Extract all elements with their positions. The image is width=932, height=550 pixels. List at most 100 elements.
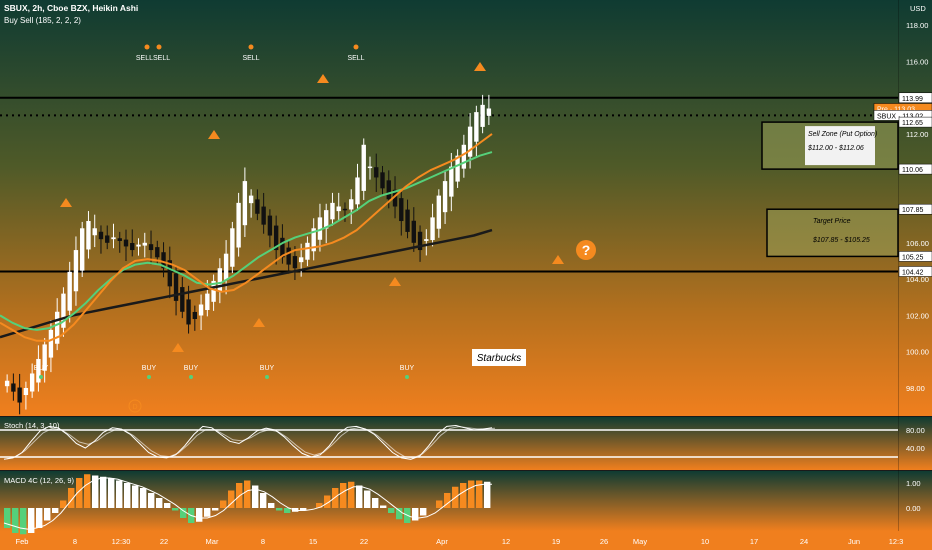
currency-label: USD xyxy=(910,4,926,13)
x-tick-label: Feb xyxy=(16,537,29,546)
x-tick-label: 8 xyxy=(73,537,77,546)
candle-body xyxy=(449,166,454,197)
candle-body xyxy=(261,206,266,225)
question-mark-icon[interactable]: ? xyxy=(576,240,596,260)
candle-body xyxy=(248,195,254,204)
macd-histogram-bar xyxy=(436,500,443,508)
sell-label: SELL xyxy=(347,55,364,62)
price-label-text: 110.06 xyxy=(902,167,923,174)
zone-label-bg xyxy=(805,126,875,166)
candle-body xyxy=(442,181,448,213)
candle-body xyxy=(324,210,329,229)
zone-title: Target Price xyxy=(813,218,851,225)
stoch-label: Stoch (14, 3, 10) xyxy=(4,421,60,430)
macd-histogram-bar xyxy=(284,508,291,513)
ma-mid-line xyxy=(0,151,493,331)
candle-body xyxy=(23,388,29,396)
macd-histogram-bar xyxy=(36,508,43,528)
candle-body xyxy=(130,243,135,251)
sell-dot xyxy=(156,44,162,50)
candle-body xyxy=(117,238,122,241)
candle-body xyxy=(317,217,323,240)
macd-tick: 1.00 xyxy=(906,479,921,488)
x-tick-label: 12:30 xyxy=(112,537,131,546)
candle-body xyxy=(73,250,79,292)
x-tick-label: Mar xyxy=(206,537,219,546)
sell-label: SELLSELL xyxy=(136,55,170,62)
macd-histogram-bar xyxy=(204,508,211,517)
candle-body xyxy=(361,144,366,191)
sell-triangle xyxy=(208,130,220,139)
price-label-box xyxy=(898,266,932,277)
macd-histogram-bar xyxy=(316,503,323,508)
x-tick-label: 22 xyxy=(160,537,168,546)
candle-body xyxy=(411,220,416,243)
macd-tick: 0.00 xyxy=(906,504,921,513)
price-pane: Sell Zone (Put Option) $112.00 - $112.06 T… xyxy=(0,44,899,415)
candle-body xyxy=(80,228,85,271)
x-tick-label: 17 xyxy=(750,537,758,546)
indicator-title[interactable]: Buy Sell (185, 2, 2, 2) xyxy=(4,16,81,25)
candle-body xyxy=(198,304,204,316)
candle-body xyxy=(467,126,473,157)
buy-dot xyxy=(39,375,43,379)
candle-body xyxy=(336,206,341,212)
zone-range: $112.00 - $112.06 xyxy=(807,145,864,152)
macd-histogram-bar xyxy=(484,481,491,508)
candle-body xyxy=(36,358,41,383)
macd-histogram-bar xyxy=(340,483,347,508)
macd-histogram-bar xyxy=(68,488,75,508)
macd-histogram-bar xyxy=(60,500,67,508)
macd-histogram-bar xyxy=(4,508,11,528)
candle-body xyxy=(430,217,435,241)
macd-histogram-bar xyxy=(148,493,155,508)
candle-body xyxy=(474,112,479,142)
macd-histogram-bar xyxy=(244,480,251,508)
candle-body xyxy=(417,231,423,251)
candle-body xyxy=(192,311,198,320)
candle-body xyxy=(455,155,460,182)
macd-histogram-bar xyxy=(52,508,59,513)
macd-histogram-bar xyxy=(348,481,355,508)
ma-fast-line xyxy=(0,133,493,342)
candle-body xyxy=(48,329,54,358)
macd-histogram-bar xyxy=(172,508,179,511)
candle-body xyxy=(123,239,129,247)
macd-histogram-bar xyxy=(468,480,475,508)
macd-histogram-bar xyxy=(276,508,283,511)
candle-body xyxy=(217,268,223,292)
candle-body xyxy=(480,104,485,127)
sell-triangle xyxy=(474,62,486,71)
buy-label: BUY xyxy=(34,365,49,372)
sell-dot xyxy=(144,44,150,50)
x-tick-label: Apr xyxy=(436,537,448,546)
x-tick-label: 10 xyxy=(701,537,709,546)
macd-histogram-bar xyxy=(300,508,307,511)
macd-histogram-bar xyxy=(444,493,451,508)
price-label-box xyxy=(898,116,932,128)
candle-body xyxy=(461,144,467,169)
price-label-box xyxy=(898,251,932,262)
candle-body xyxy=(392,189,398,207)
candle-body xyxy=(173,273,179,301)
zone-title: Sell Zone (Put Option) xyxy=(808,131,877,138)
sell-dot xyxy=(353,44,359,50)
symbol-title[interactable]: SBUX, 2h, Cboe BZX, Heikin Ashi xyxy=(4,3,138,13)
dividend-marker-icon[interactable]: D xyxy=(128,399,142,413)
price-label-text: 112.65 xyxy=(902,120,923,127)
macd-histogram-bar xyxy=(100,476,107,508)
stoch-pane: Stoch (14, 3, 10) 80.00 40.00 xyxy=(0,421,925,460)
y-tick-label: 118.00 xyxy=(906,21,928,30)
x-tick-label: 12 xyxy=(502,537,510,546)
candle-body xyxy=(267,215,273,236)
buy-label: BUY xyxy=(400,365,415,372)
x-tick-label: 15 xyxy=(309,537,317,546)
macd-histogram-bar xyxy=(412,508,419,521)
macd-histogram-bar xyxy=(324,495,331,508)
candle-body xyxy=(424,239,429,241)
candle-body xyxy=(11,383,16,392)
y-tick-label: 106.00 xyxy=(906,239,929,248)
candle-body xyxy=(242,181,248,226)
candle-body xyxy=(399,198,404,222)
